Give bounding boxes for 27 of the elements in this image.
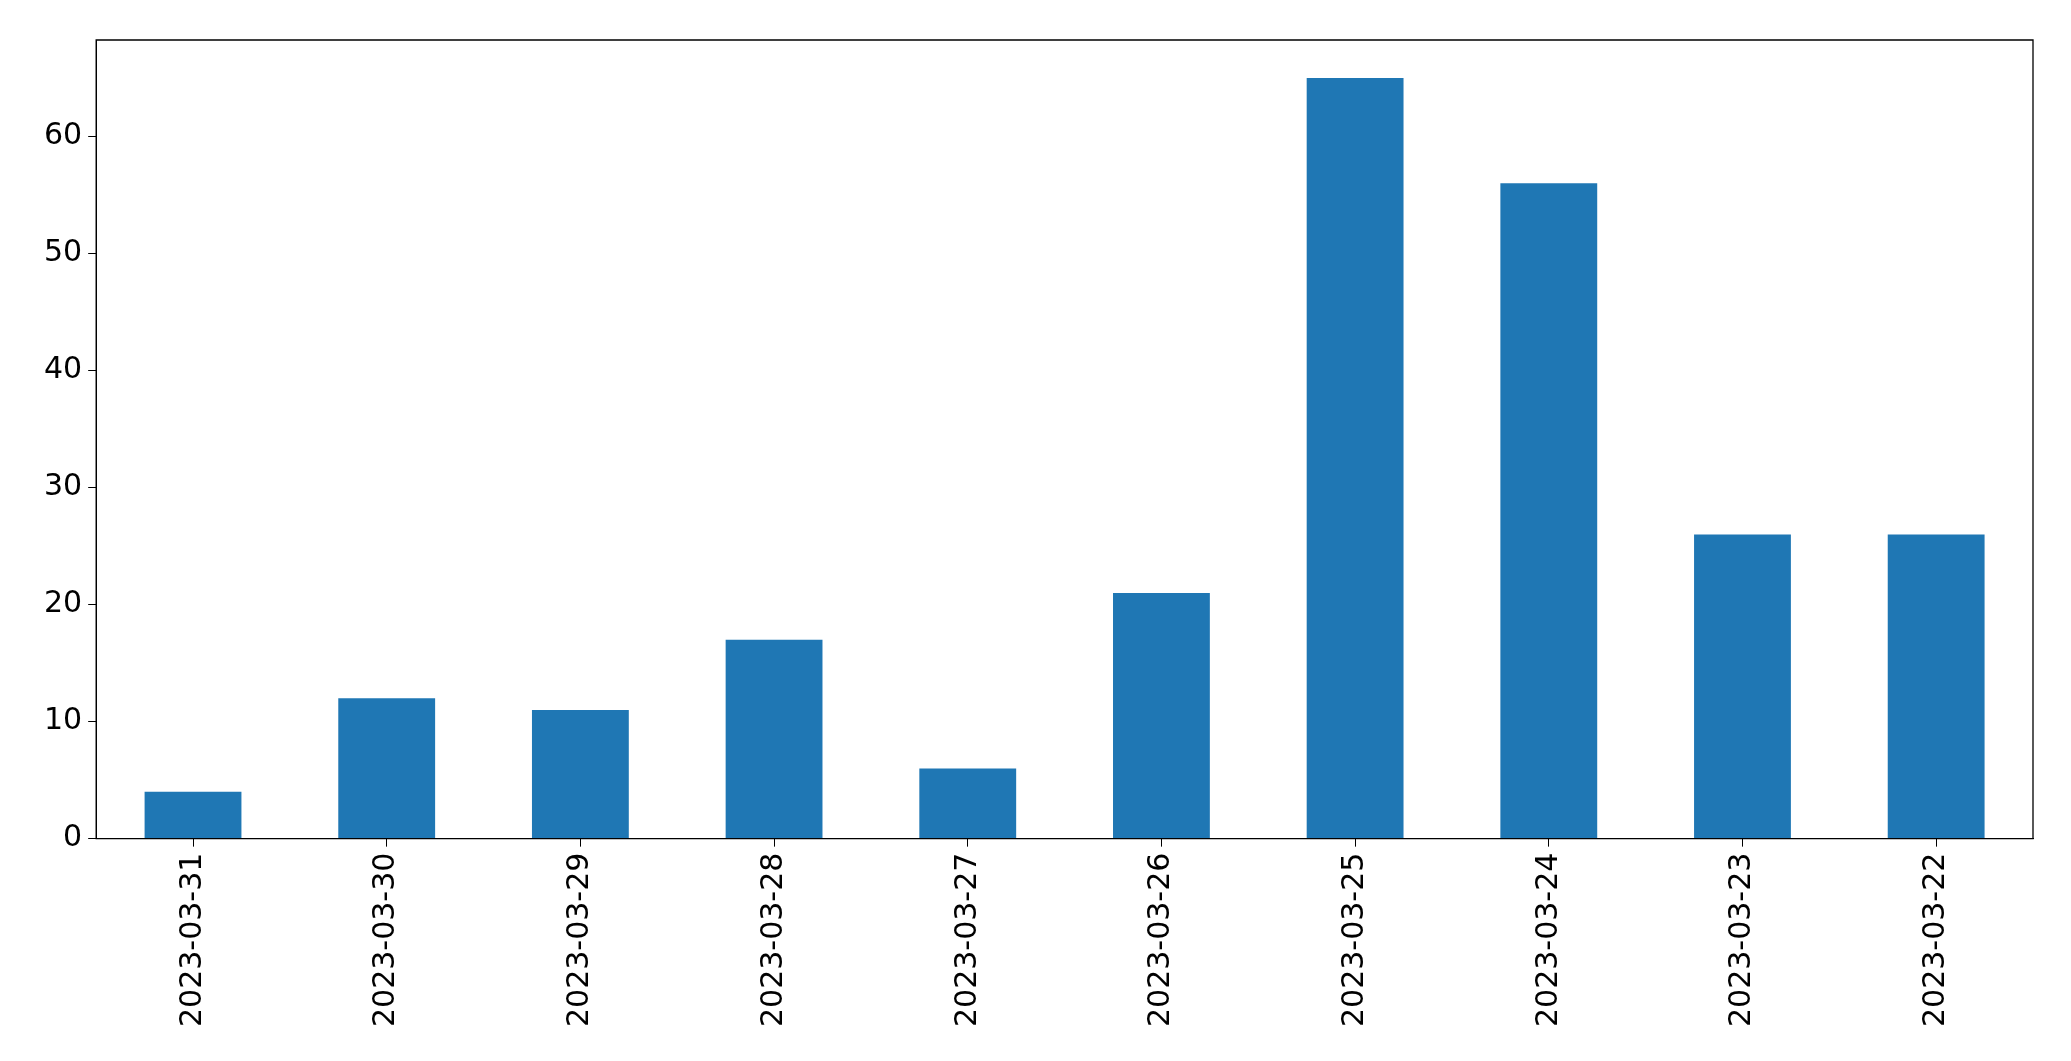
- x-tick-label: 2023-03-29: [560, 852, 596, 1028]
- y-tick-label: 30: [43, 467, 83, 503]
- bar: [725, 639, 823, 839]
- y-tick-label: 0: [63, 818, 83, 854]
- x-tick-label: 2023-03-31: [172, 852, 208, 1028]
- bar: [531, 709, 629, 839]
- bar: [338, 698, 436, 839]
- y-tick-label: 20: [43, 584, 83, 620]
- bar: [1500, 183, 1598, 839]
- x-tick-label: 2023-03-28: [753, 852, 789, 1028]
- x-tick-label: 2023-03-26: [1141, 852, 1177, 1028]
- y-tick-label: 50: [43, 233, 83, 269]
- bar: [1887, 534, 1985, 839]
- x-tick-label: 2023-03-30: [366, 852, 402, 1028]
- x-tick-label: 2023-03-25: [1334, 852, 1370, 1028]
- y-tick-label: 40: [43, 350, 83, 386]
- x-tick-label: 2023-03-22: [1915, 852, 1951, 1028]
- bar: [144, 791, 242, 839]
- bar: [919, 768, 1017, 839]
- x-tick-label: 2023-03-27: [947, 852, 983, 1028]
- bar: [1113, 592, 1210, 839]
- bar: [1694, 534, 1791, 839]
- y-tick-label: 60: [43, 116, 83, 152]
- x-tick-label: 2023-03-24: [1528, 852, 1564, 1028]
- bar: [1306, 78, 1404, 839]
- y-tick-label: 10: [43, 701, 83, 737]
- x-tick-label: 2023-03-23: [1722, 852, 1758, 1028]
